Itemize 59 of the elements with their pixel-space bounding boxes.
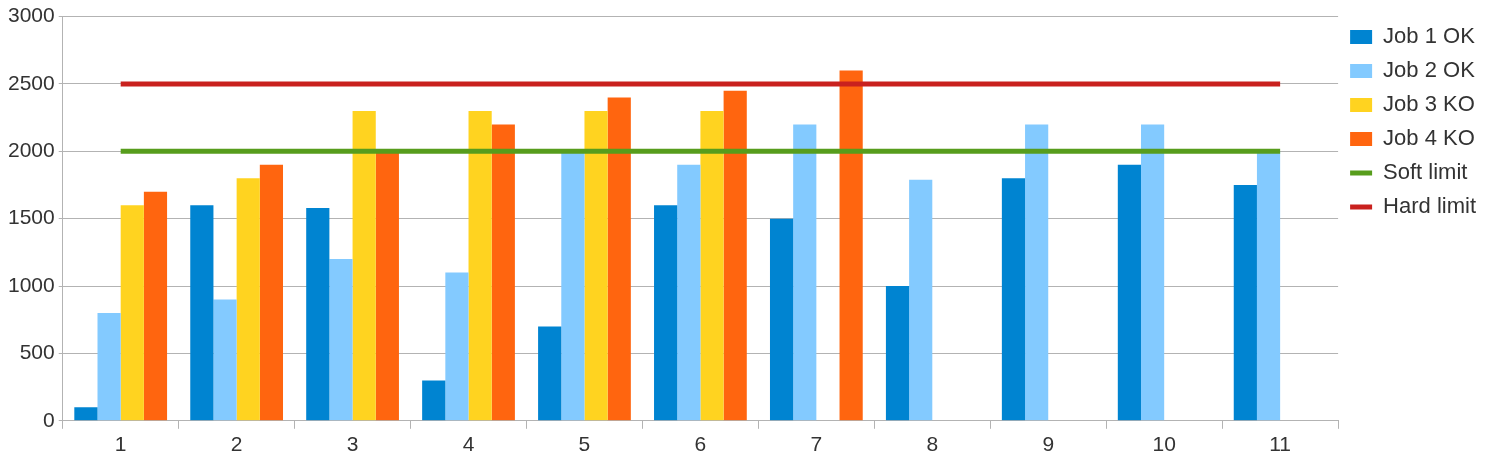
bar <box>491 124 515 421</box>
bar <box>190 205 214 421</box>
bar <box>236 178 260 421</box>
x-tick-label: 6 <box>694 432 707 456</box>
bar <box>723 90 747 421</box>
bar <box>1117 164 1141 421</box>
bar <box>468 110 492 421</box>
bar <box>1141 124 1165 421</box>
bar <box>654 205 678 421</box>
x-tick-label: 2 <box>230 432 243 456</box>
y-tick-label: 500 <box>19 340 55 364</box>
bar <box>1001 178 1026 421</box>
bar <box>375 151 399 421</box>
legend-label: Soft limit <box>1383 159 1468 185</box>
x-tick-label: 11 <box>1269 432 1292 456</box>
bar <box>1025 124 1049 421</box>
bar <box>74 407 98 421</box>
x-tick-label: 3 <box>346 432 359 456</box>
bar <box>445 272 469 421</box>
bar <box>885 286 910 421</box>
bar <box>259 164 284 421</box>
legend-label: Hard limit <box>1383 193 1477 219</box>
bar <box>1233 185 1257 421</box>
y-tick-label: 2000 <box>8 138 55 162</box>
bar <box>97 313 121 421</box>
legend-label: Job 2 OK <box>1383 57 1476 83</box>
bar <box>769 218 794 421</box>
x-tick-label: 5 <box>578 432 591 456</box>
bar <box>584 110 608 421</box>
bar <box>1256 151 1281 421</box>
bar <box>607 97 631 421</box>
y-tick-label: 1500 <box>8 205 55 229</box>
y-tick-label: 3000 <box>8 3 55 27</box>
bar <box>422 380 446 421</box>
legend-label: Job 4 KO <box>1383 125 1475 151</box>
bar <box>352 110 376 421</box>
bar <box>213 299 237 421</box>
bar <box>561 151 585 421</box>
bar <box>120 205 144 421</box>
x-tick-label: 10 <box>1152 432 1176 456</box>
bar <box>329 259 353 421</box>
bar <box>306 207 330 421</box>
bar <box>538 326 562 421</box>
bar <box>143 191 168 421</box>
bar <box>909 179 933 421</box>
y-tick-label: 1000 <box>8 272 55 296</box>
bar <box>839 70 863 421</box>
x-tick-label: 1 <box>114 432 127 456</box>
y-tick-label: 2500 <box>8 70 55 94</box>
x-tick-label: 8 <box>926 432 939 456</box>
x-tick-label: 7 <box>810 432 823 456</box>
legend-label: Job 1 OK <box>1383 23 1476 49</box>
bar <box>793 124 817 421</box>
legend-label: Job 3 KO <box>1383 91 1475 117</box>
bar <box>677 164 701 421</box>
x-tick-label: 9 <box>1042 432 1055 456</box>
x-tick-label: 4 <box>462 432 475 456</box>
y-tick-label: 0 <box>43 407 55 431</box>
bar <box>700 110 724 421</box>
